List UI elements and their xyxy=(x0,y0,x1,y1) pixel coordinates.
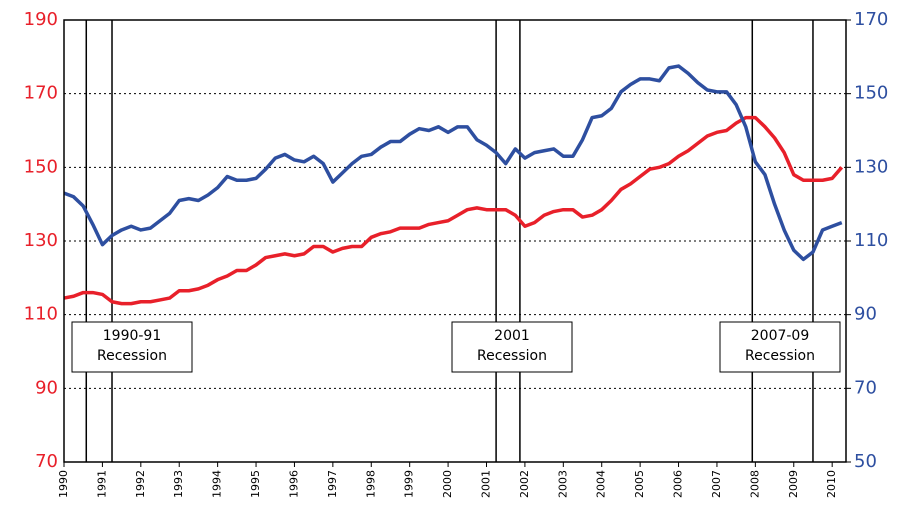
x-tick-label: 2010 xyxy=(825,470,838,498)
y2-tick-label: 50 xyxy=(854,451,877,472)
y2-tick-label: 90 xyxy=(854,304,877,325)
y2-tick-label: 150 xyxy=(854,83,888,104)
x-tick-label: 1992 xyxy=(134,470,147,498)
y-tick-label: 130 xyxy=(24,230,58,251)
x-tick-label: 2006 xyxy=(672,470,685,498)
y2-tick-label: 130 xyxy=(854,156,888,177)
x-tick-label: 2004 xyxy=(595,470,608,498)
y-tick-label: 90 xyxy=(35,377,58,398)
recession-label: 2001 xyxy=(494,328,530,344)
y-tick-label: 150 xyxy=(24,156,58,177)
y-tick-label: 70 xyxy=(35,451,58,472)
plot-frame xyxy=(63,19,847,463)
x-tick-label: 2000 xyxy=(441,470,454,498)
x-tick-label: 1995 xyxy=(249,470,262,498)
x-tick-label: 2007 xyxy=(710,470,723,498)
x-tick-label: 1999 xyxy=(403,470,416,498)
y2-tick-label: 110 xyxy=(854,230,888,251)
x-tick-label: 2001 xyxy=(479,470,492,498)
x-tick-label: 1997 xyxy=(326,470,339,498)
x-tick-label: 2008 xyxy=(748,470,761,498)
x-tick-label: 1991 xyxy=(95,470,108,498)
y2-tick-label: 70 xyxy=(854,377,877,398)
recession-label: 2007-09 xyxy=(751,328,810,344)
recession-label: Recession xyxy=(97,348,167,364)
x-tick-label: 1998 xyxy=(364,470,377,498)
recession-label-box xyxy=(71,321,193,373)
series-line xyxy=(63,64,843,262)
x-tick-label: 2002 xyxy=(518,470,531,498)
recession-label-box xyxy=(451,321,573,373)
x-tick-label: 1990 xyxy=(57,470,70,498)
x-tick-label: 1994 xyxy=(211,470,224,498)
recession-label: 1990-91 xyxy=(103,328,162,344)
y-tick-label: 170 xyxy=(24,83,58,104)
x-tick-label: 2009 xyxy=(787,470,800,498)
x-tick-label: 1993 xyxy=(172,470,185,498)
y2-tick-label: 170 xyxy=(854,9,888,30)
recession-label: Recession xyxy=(477,348,547,364)
y-tick-label: 190 xyxy=(24,9,58,30)
y-tick-label: 110 xyxy=(24,304,58,325)
x-tick-label: 1996 xyxy=(287,470,300,498)
x-tick-label: 2005 xyxy=(633,470,646,498)
x-tick-label: 2003 xyxy=(556,470,569,498)
recession-label-box xyxy=(719,321,841,373)
recession-label: Recession xyxy=(745,348,815,364)
series-line xyxy=(63,115,844,306)
